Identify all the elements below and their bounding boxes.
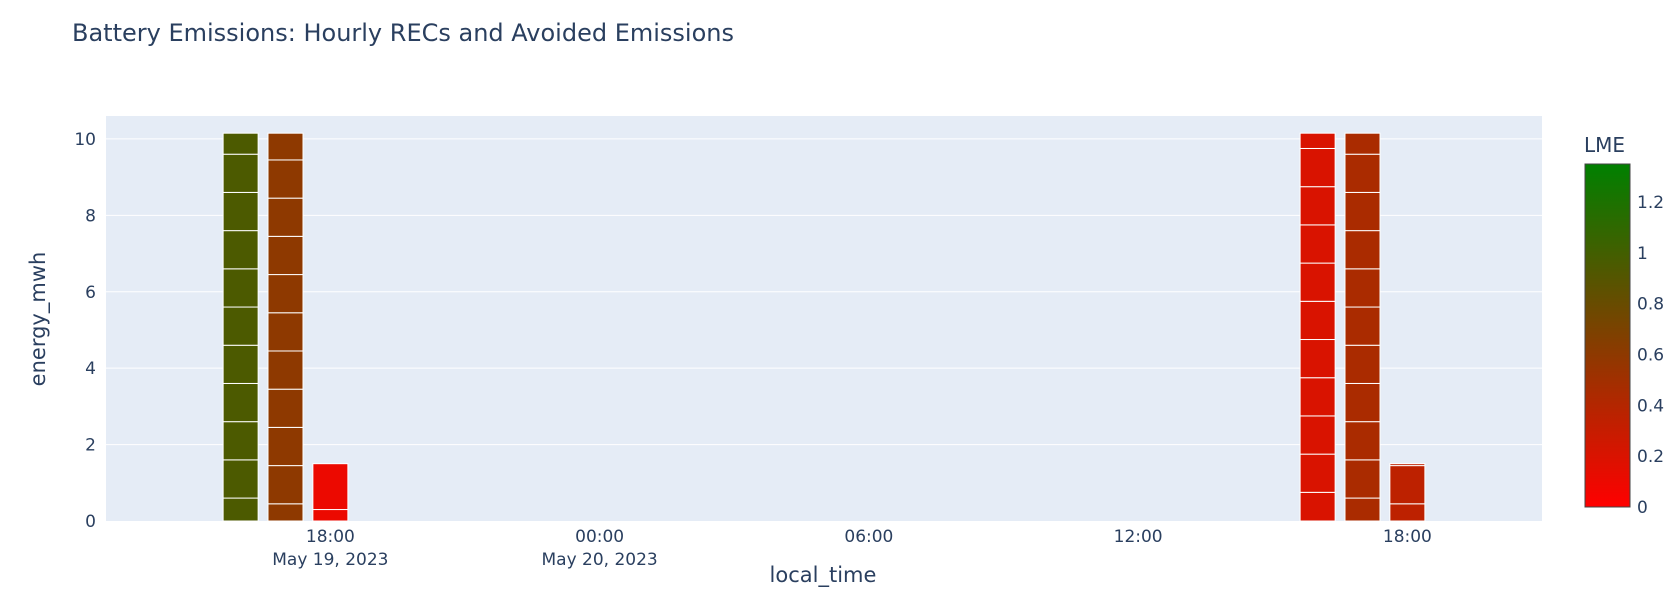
bar-segment [222, 421, 259, 461]
bar-segment [1344, 268, 1381, 308]
x-tick-date-label: May 20, 2023 [541, 550, 657, 570]
bar-segment [1344, 230, 1381, 270]
bar-segment [1344, 459, 1381, 499]
bar-segment [267, 388, 304, 428]
x-tick-label: 18:00 [306, 527, 355, 547]
bar-segment [267, 465, 304, 505]
bar-segment [1299, 132, 1336, 149]
bar-segment [1299, 147, 1336, 188]
bar[interactable] [267, 132, 304, 522]
bar-segment [1344, 421, 1381, 461]
x-tick-label: 06:00 [844, 527, 893, 547]
colorbar-tick-label: 0.8 [1637, 295, 1664, 315]
y-tick-label: 2 [85, 436, 96, 456]
colorbar-tick-label: 0.4 [1637, 396, 1664, 416]
bar-segment [222, 268, 259, 308]
bar-segment [222, 191, 259, 232]
bar-segment [1389, 503, 1426, 522]
colorbar-tick-label: 0.6 [1637, 346, 1664, 366]
bar-segment [1344, 306, 1381, 346]
bar-segment [267, 197, 304, 237]
colorbar-tick-label: 1 [1637, 244, 1648, 264]
bar[interactable] [1299, 132, 1336, 522]
colorbar-tick-label: 1.2 [1637, 193, 1664, 213]
bar-segment [1299, 453, 1336, 493]
x-axis-ticks: 18:00 May 19, 2023 00:00 May 20, 2023 06:00 1… [272, 527, 1432, 570]
x-tick-label: 18:00 [1383, 527, 1432, 547]
colorbar-tick-label: 0.2 [1637, 447, 1664, 467]
bar-segment [267, 274, 304, 314]
y-axis-title: energy_mwh [26, 252, 51, 387]
bar-segment [1344, 382, 1381, 423]
bar-segment [1299, 300, 1336, 341]
bar-segment [267, 132, 304, 161]
bar-segment [312, 509, 349, 522]
bar-segment [1299, 415, 1336, 455]
bar-segment [1299, 339, 1336, 379]
bar-segment [1299, 224, 1336, 264]
x-tick-label: 12:00 [1114, 527, 1163, 547]
bar-segment [267, 312, 304, 352]
bar-segment [1299, 186, 1336, 226]
bar-segment [222, 230, 259, 270]
bar-segment [1344, 344, 1381, 384]
bar-segment [222, 497, 259, 522]
bar[interactable] [312, 463, 349, 522]
bars-layer [222, 132, 1426, 522]
y-tick-label: 6 [85, 283, 96, 303]
chart-title: Battery Emissions: Hourly RECs and Avoid… [72, 19, 734, 47]
bar-segment [1344, 153, 1381, 193]
bar-segment [267, 503, 304, 522]
x-axis-title: local_time [770, 563, 877, 588]
bar-segment [222, 459, 259, 499]
bar-segment [222, 344, 259, 384]
bar-segment [1344, 497, 1381, 522]
colorbar-title: LME [1584, 133, 1625, 157]
y-tick-label: 10 [74, 130, 96, 150]
bar-segment [267, 426, 304, 467]
bar-segment [267, 235, 304, 276]
colorbar-tick-label: 0 [1637, 498, 1648, 518]
colorbar: LME 0 0.2 0.4 0.6 0.8 1 1.2 [1584, 133, 1664, 518]
bar-segment [222, 132, 259, 155]
x-tick-label: 00:00 [575, 527, 624, 547]
bar[interactable] [222, 132, 259, 522]
bar-segment [222, 382, 259, 423]
bar-segment [1344, 191, 1381, 232]
bar-segment [1389, 465, 1426, 505]
y-tick-label: 0 [85, 512, 96, 532]
bar-segment [1299, 491, 1336, 522]
bar[interactable] [1344, 132, 1381, 522]
bar-segment [267, 159, 304, 199]
bar-segment [1299, 262, 1336, 302]
bar-segment [1299, 377, 1336, 417]
bar-segment [1344, 132, 1381, 155]
y-axis-ticks: 0 2 4 6 8 10 [74, 130, 96, 532]
colorbar-gradient [1584, 163, 1631, 508]
bar-segment [312, 463, 349, 511]
y-tick-label: 4 [85, 359, 96, 379]
bar-segment [267, 350, 304, 390]
bar-segment [222, 153, 259, 193]
bar-segment [222, 306, 259, 346]
bar-segment [1389, 463, 1426, 467]
bar[interactable] [1389, 463, 1426, 522]
y-tick-label: 8 [85, 206, 96, 226]
colorbar-ticks: 0 0.2 0.4 0.6 0.8 1 1.2 [1637, 193, 1664, 518]
x-tick-date-label: May 19, 2023 [272, 550, 388, 570]
